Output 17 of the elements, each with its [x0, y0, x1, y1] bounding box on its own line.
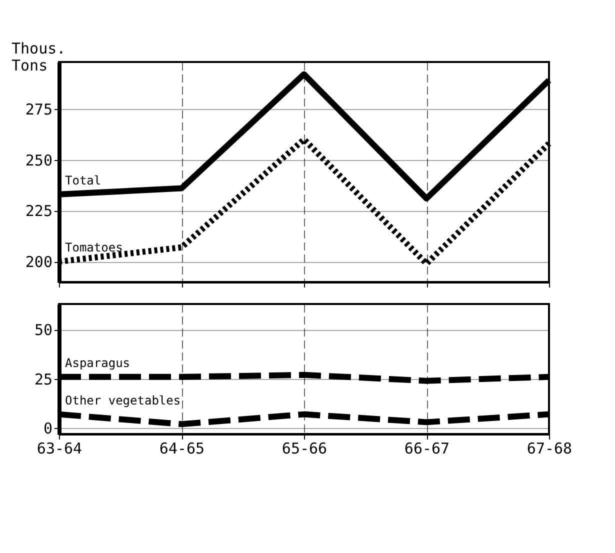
x-tick-label: 67-68 — [526, 440, 572, 458]
series-label: Total — [65, 173, 102, 188]
series-label: Tomatoes — [65, 240, 123, 255]
x-tick-label: 65-66 — [282, 440, 328, 458]
x-tick-label: 66-67 — [404, 440, 450, 458]
y-tick-label: 275 — [25, 100, 52, 118]
x-tick-label: 64-65 — [159, 440, 205, 458]
y-tick-label: 25 — [34, 370, 52, 388]
y-tick-label: 225 — [25, 202, 52, 220]
y-tick-label: 50 — [34, 321, 52, 340]
y-tick-label: 0 — [43, 420, 52, 438]
y-tick-label: 250 — [25, 151, 52, 170]
y-tick-label: 200 — [25, 253, 52, 272]
series-label: Asparagus — [65, 356, 130, 370]
y-axis-title: Thous. Tons — [12, 40, 66, 74]
series-label: Other vegetables — [65, 393, 181, 408]
x-tick-label: 63-64 — [36, 440, 82, 458]
